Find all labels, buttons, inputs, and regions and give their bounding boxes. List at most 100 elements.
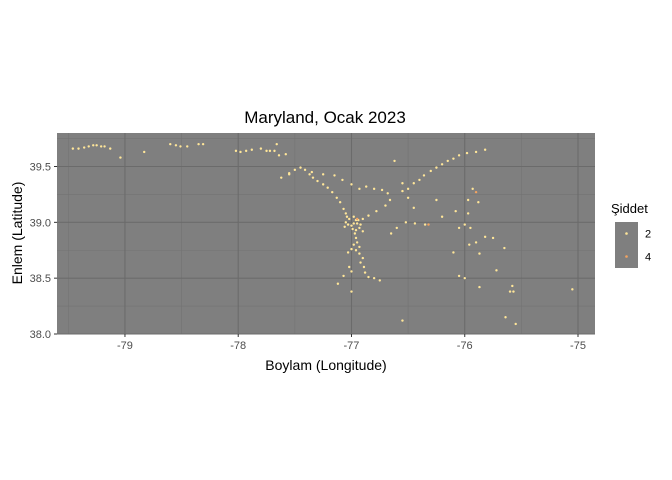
data-point — [343, 225, 346, 228]
data-point — [361, 230, 365, 233]
data-point — [406, 196, 410, 199]
data-point — [474, 150, 478, 154]
data-point — [359, 223, 362, 226]
data-point — [469, 226, 472, 230]
legend: Şiddet 2 4 — [611, 201, 651, 268]
data-point — [352, 243, 355, 246]
data-point — [384, 204, 387, 207]
data-point — [483, 148, 487, 151]
data-point — [265, 149, 268, 153]
grid-lines — [57, 133, 595, 335]
data-point — [345, 215, 349, 218]
data-point — [352, 222, 355, 225]
legend-label: 2 — [645, 229, 651, 241]
data-point — [299, 166, 302, 169]
y-axis-title: Enlem (Latitude) — [9, 182, 25, 285]
data-point — [395, 226, 398, 230]
data-point — [362, 265, 366, 269]
data-point — [77, 147, 80, 150]
data-point — [109, 147, 112, 150]
data-point — [401, 189, 404, 193]
data-point — [335, 196, 338, 199]
data-point — [358, 252, 361, 255]
data-point — [404, 221, 408, 224]
data-point — [503, 246, 506, 250]
data-point — [308, 173, 311, 176]
data-point — [483, 235, 487, 239]
data-point — [435, 198, 438, 202]
data-point — [342, 274, 345, 278]
data-point — [468, 243, 471, 246]
data-point — [321, 173, 325, 176]
data-points — [71, 142, 574, 326]
data-point — [514, 322, 517, 326]
data-point — [386, 192, 389, 195]
data-point — [452, 157, 455, 160]
data-point — [336, 282, 340, 285]
data-point — [303, 168, 307, 172]
data-point — [87, 145, 90, 148]
data-point — [348, 217, 351, 221]
data-point — [331, 190, 334, 194]
data-point — [478, 252, 481, 255]
data-point — [361, 256, 365, 260]
data-point — [446, 159, 449, 163]
data-point — [452, 251, 455, 254]
data-point — [457, 274, 461, 278]
data-point — [367, 214, 370, 217]
data-point — [201, 142, 205, 146]
data-point — [375, 209, 378, 213]
y-tick-label: 39.5 — [30, 162, 51, 174]
data-point — [388, 198, 392, 202]
data-point — [466, 198, 470, 202]
data-point — [348, 265, 351, 269]
data-point — [429, 169, 432, 173]
data-point — [495, 269, 498, 272]
data-point — [169, 142, 172, 146]
data-point — [372, 276, 376, 280]
x-axis-ticks: -79 -78 -77 -76 -75 — [117, 334, 586, 352]
data-point — [413, 222, 417, 225]
data-point — [99, 145, 103, 148]
data-point — [284, 153, 287, 156]
data-point — [412, 182, 415, 185]
data-point — [354, 249, 358, 252]
data-point — [311, 176, 315, 179]
data-point — [423, 223, 427, 226]
data-point — [454, 209, 457, 213]
y-axis-ticks: 38.0 38.5 39.0 39.5 — [30, 162, 57, 341]
data-point — [361, 217, 365, 221]
data-point — [478, 285, 481, 289]
data-point — [353, 232, 357, 235]
data-point — [378, 279, 381, 282]
y-tick-label: 38.5 — [30, 273, 51, 285]
data-point — [354, 228, 358, 232]
data-point — [352, 215, 355, 218]
data-point — [244, 149, 248, 153]
data-point — [287, 173, 291, 176]
data-point — [367, 275, 370, 279]
data-point — [341, 178, 344, 182]
data-point — [358, 245, 361, 249]
data-point — [342, 207, 345, 211]
data-point — [103, 145, 106, 148]
data-point — [511, 284, 514, 288]
data-point — [92, 144, 95, 147]
data-point — [273, 149, 276, 153]
data-point — [234, 149, 238, 153]
data-point — [355, 222, 359, 225]
data-point — [344, 212, 348, 215]
data-point — [275, 142, 278, 146]
data-point — [351, 227, 354, 231]
data-point — [310, 170, 314, 174]
data-point — [326, 186, 329, 189]
plot-panel — [57, 133, 595, 334]
data-point — [422, 174, 426, 177]
y-tick-label: 38.0 — [30, 329, 51, 341]
data-point — [197, 142, 200, 146]
data-point — [280, 176, 283, 179]
x-tick-label: -77 — [344, 340, 360, 352]
x-tick-label: -79 — [117, 340, 133, 352]
data-point — [466, 212, 470, 215]
data-point — [465, 151, 469, 155]
